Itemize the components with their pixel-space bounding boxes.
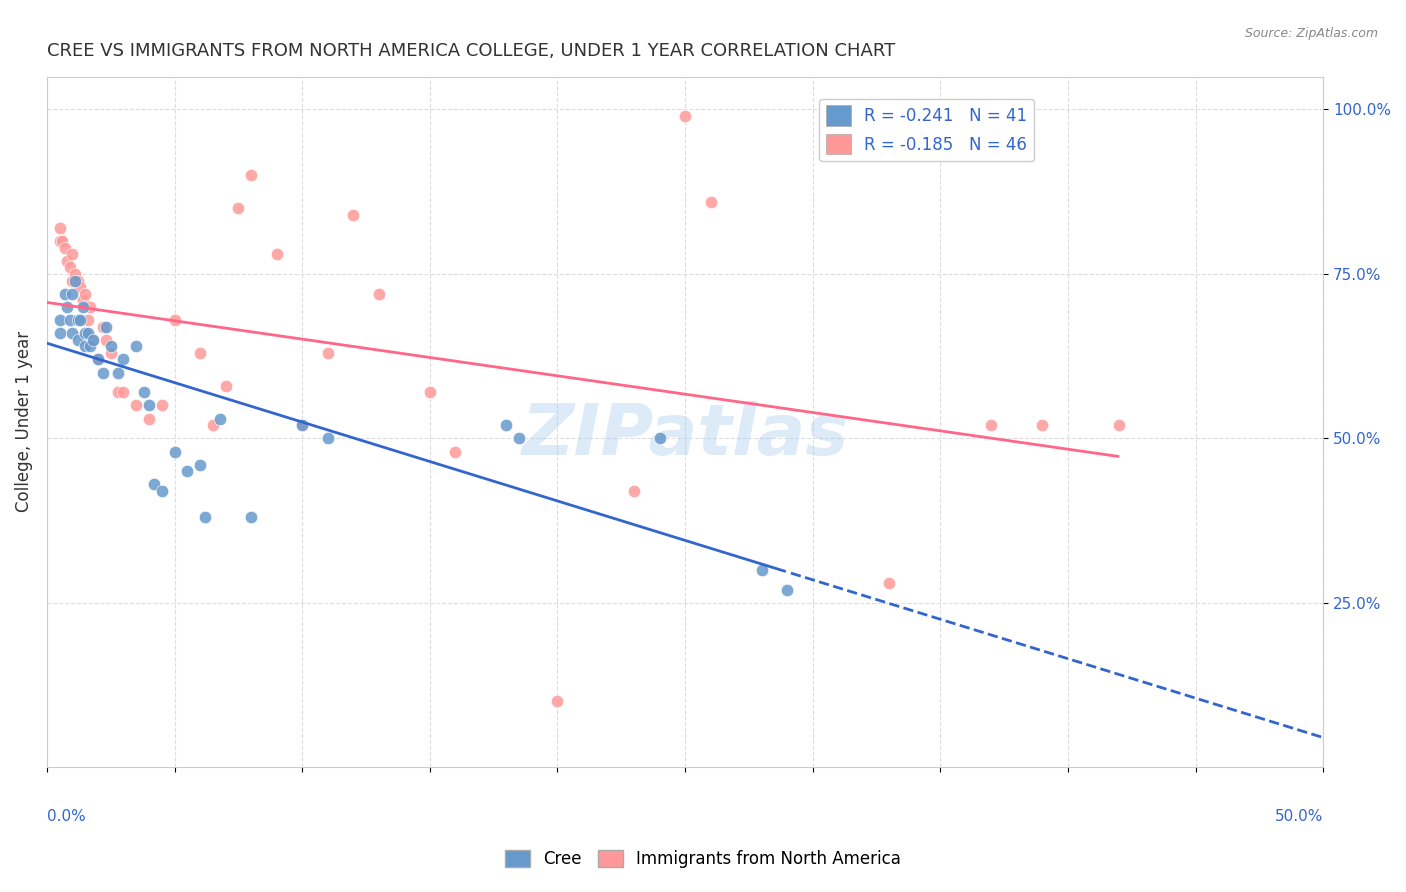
Point	[138, 411, 160, 425]
Point	[444, 444, 467, 458]
Point	[623, 483, 645, 498]
Point	[138, 399, 160, 413]
Point	[56, 300, 79, 314]
Point	[163, 444, 186, 458]
Point	[76, 326, 98, 340]
Point	[56, 253, 79, 268]
Point	[508, 431, 530, 445]
Point	[75, 286, 97, 301]
Point	[94, 319, 117, 334]
Point	[72, 300, 94, 314]
Point	[143, 477, 166, 491]
Point	[79, 300, 101, 314]
Point	[66, 333, 89, 347]
Point	[150, 399, 173, 413]
Point	[62, 273, 84, 287]
Point	[48, 220, 70, 235]
Point	[228, 201, 250, 215]
Point	[194, 510, 217, 524]
Point	[62, 286, 84, 301]
Point	[94, 333, 117, 347]
Point	[59, 260, 82, 275]
Point	[240, 510, 263, 524]
Point	[1108, 418, 1130, 433]
Point	[62, 247, 84, 261]
Point	[76, 313, 98, 327]
Point	[699, 194, 721, 209]
Point	[419, 385, 441, 400]
Point	[291, 418, 314, 433]
Text: Source: ZipAtlas.com: Source: ZipAtlas.com	[1244, 27, 1378, 40]
Point	[125, 399, 148, 413]
Point	[87, 352, 110, 367]
Point	[776, 582, 799, 597]
Point	[112, 385, 135, 400]
Point	[107, 366, 129, 380]
Text: 0.0%: 0.0%	[46, 809, 86, 823]
Point	[316, 346, 339, 360]
Point	[51, 234, 73, 248]
Point	[291, 418, 314, 433]
Point	[82, 333, 104, 347]
Point	[240, 168, 263, 182]
Point	[62, 326, 84, 340]
Point	[546, 694, 568, 708]
Point	[367, 286, 389, 301]
Point	[495, 418, 517, 433]
Point	[63, 267, 86, 281]
Point	[980, 418, 1002, 433]
Legend: Cree, Immigrants from North America: Cree, Immigrants from North America	[498, 843, 908, 875]
Point	[87, 352, 110, 367]
Point	[53, 241, 76, 255]
Point	[214, 378, 236, 392]
Point	[107, 385, 129, 400]
Point	[75, 326, 97, 340]
Point	[48, 234, 70, 248]
Point	[188, 458, 211, 472]
Point	[112, 352, 135, 367]
Point	[201, 418, 224, 433]
Point	[72, 293, 94, 308]
Point	[59, 313, 82, 327]
Point	[316, 431, 339, 445]
Point	[150, 483, 173, 498]
Point	[91, 366, 114, 380]
Legend: R = -0.241   N = 41, R = -0.185   N = 46: R = -0.241 N = 41, R = -0.185 N = 46	[820, 99, 1035, 161]
Point	[66, 273, 89, 287]
Point	[91, 319, 114, 334]
Point	[751, 563, 773, 577]
Point	[100, 346, 122, 360]
Point	[342, 208, 364, 222]
Point	[75, 339, 97, 353]
Text: ZIPatlas: ZIPatlas	[522, 401, 849, 470]
Point	[648, 431, 671, 445]
Point	[266, 247, 288, 261]
Point	[66, 313, 89, 327]
Point	[209, 411, 232, 425]
Point	[69, 313, 91, 327]
Y-axis label: College, Under 1 year: College, Under 1 year	[15, 331, 32, 513]
Text: CREE VS IMMIGRANTS FROM NORTH AMERICA COLLEGE, UNDER 1 YEAR CORRELATION CHART: CREE VS IMMIGRANTS FROM NORTH AMERICA CO…	[46, 42, 896, 60]
Point	[176, 464, 198, 478]
Point	[48, 326, 70, 340]
Point	[125, 339, 148, 353]
Point	[1031, 418, 1053, 433]
Point	[188, 346, 211, 360]
Point	[132, 385, 155, 400]
Point	[53, 286, 76, 301]
Point	[673, 109, 696, 123]
Point	[79, 339, 101, 353]
Point	[163, 313, 186, 327]
Point	[63, 273, 86, 287]
Point	[82, 333, 104, 347]
Point	[48, 313, 70, 327]
Text: 50.0%: 50.0%	[1275, 809, 1323, 823]
Point	[879, 576, 901, 591]
Point	[69, 280, 91, 294]
Point	[100, 339, 122, 353]
